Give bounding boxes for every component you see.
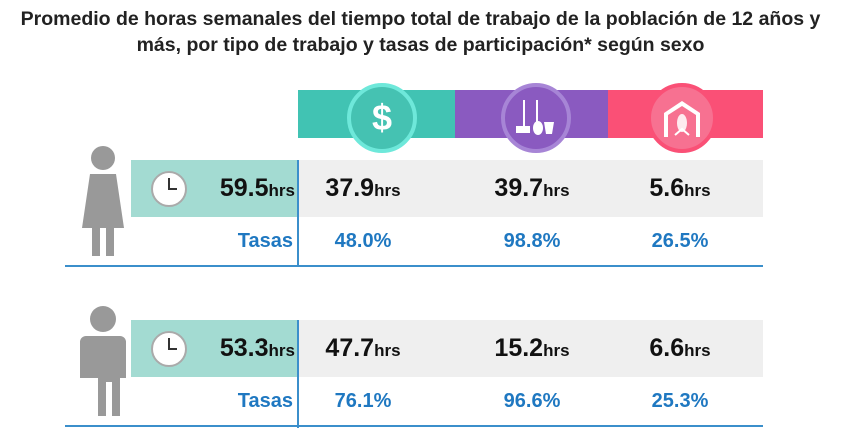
house-corn-icon	[647, 83, 717, 153]
rate-value: 26.5%	[651, 230, 709, 252]
total-hours: 53.3hrs	[219, 334, 295, 362]
hours-row	[298, 320, 763, 377]
rate-label: Tasas	[237, 230, 293, 252]
hours-row	[298, 160, 763, 217]
hours-value: 6.6hrs	[649, 334, 711, 362]
rate-value: 25.3%	[651, 390, 709, 412]
clock-icon	[150, 330, 188, 373]
row-underline	[65, 425, 763, 427]
divider	[297, 160, 299, 265]
divider	[297, 320, 299, 428]
rate-value: 76.1%	[334, 390, 392, 412]
broom-bucket-icon	[501, 83, 571, 153]
hours-value: 39.7hrs	[494, 174, 570, 202]
rate-label: Tasas	[237, 390, 293, 412]
row-underline	[65, 265, 763, 267]
rate-value: 98.8%	[503, 230, 561, 252]
woman-icon	[78, 146, 128, 261]
hours-value: 15.2hrs	[494, 334, 570, 362]
dollar-icon: $	[347, 83, 417, 153]
rate-value: 48.0%	[334, 230, 392, 252]
page-title: Promedio de horas semanales del tiempo t…	[20, 8, 821, 56]
total-hours: 59.5hrs	[219, 174, 295, 202]
hours-value: 5.6hrs	[649, 174, 711, 202]
hours-value: 47.7hrs	[325, 334, 401, 362]
clock-icon	[150, 170, 188, 213]
hours-value: 37.9hrs	[325, 174, 401, 202]
man-icon	[78, 306, 128, 421]
rate-value: 96.6%	[503, 390, 561, 412]
